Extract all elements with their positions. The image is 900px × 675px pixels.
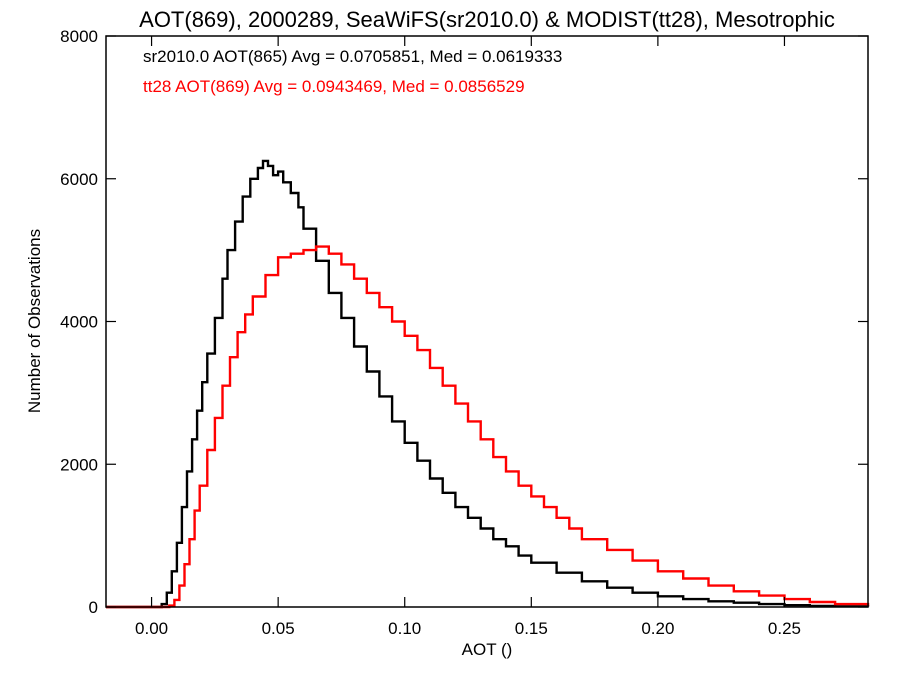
x-axis: 0.00 0.05 0.10 0.15 0.20 0.25: [135, 36, 801, 638]
y-axis: 0 2000 4000 6000 8000: [60, 27, 868, 617]
y-tick-label: 0: [89, 598, 98, 617]
plot-frame: [105, 35, 869, 608]
x-tick-label: 0.10: [388, 619, 421, 638]
y-tick-label: 6000: [60, 170, 98, 189]
legend-entry-black-series: sr2010.0 AOT(865) Avg = 0.0705851, Med =…: [143, 47, 562, 66]
x-tick-label: 0.15: [515, 619, 548, 638]
y-tick-label: 8000: [60, 27, 98, 46]
x-tick-label: 0.05: [262, 619, 295, 638]
y-axis-label: Number of Observations: [25, 229, 44, 413]
x-tick-label: 0.25: [768, 619, 801, 638]
chart-title: AOT(869), 2000289, SeaWiFS(sr2010.0) & M…: [139, 7, 835, 32]
x-tick-label: 0.00: [135, 619, 168, 638]
series-line-0: [106, 159, 870, 609]
x-axis-label: AOT (): [462, 640, 513, 659]
x-tick-label: 0.20: [641, 619, 674, 638]
series-line-1: [106, 245, 870, 609]
plot-area: [106, 159, 870, 609]
legend-entry-red-series: tt28 AOT(869) Avg = 0.0943469, Med = 0.0…: [143, 77, 525, 96]
y-tick-label: 4000: [60, 313, 98, 332]
y-tick-label: 2000: [60, 455, 98, 474]
